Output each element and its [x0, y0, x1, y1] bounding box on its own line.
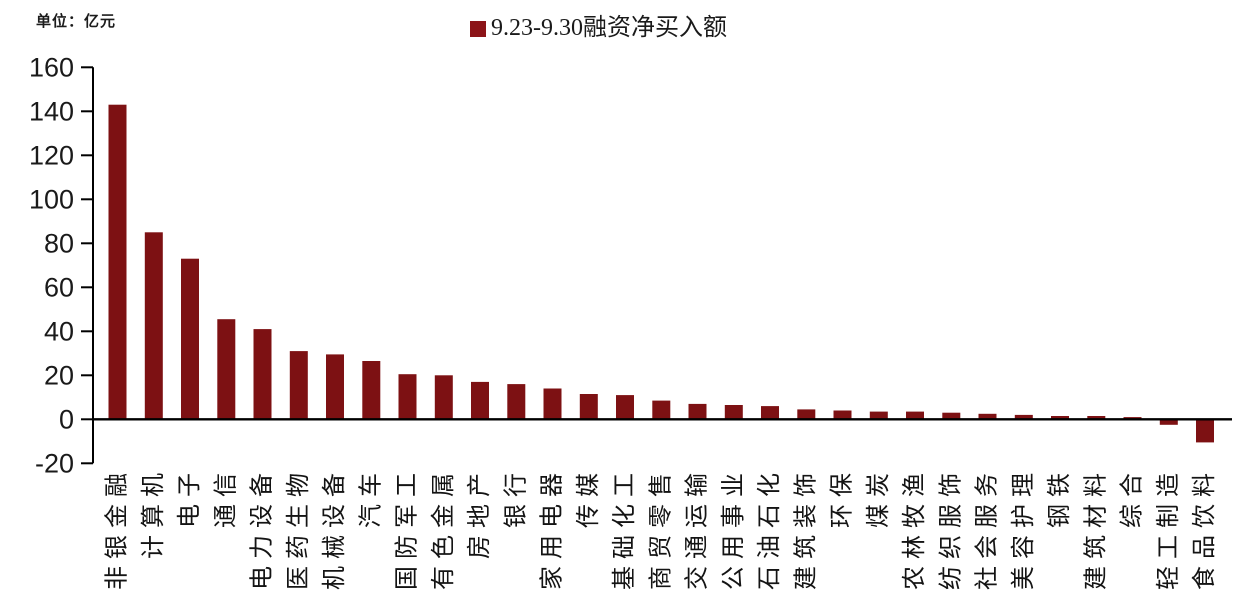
x-category-label: 电子	[176, 466, 203, 528]
x-category-label: 医药生物	[285, 466, 312, 590]
x-category-label: 综合	[1119, 466, 1146, 528]
bar-传媒	[579, 394, 598, 420]
bar-非银金融	[108, 104, 127, 420]
x-category-label: 商贸零售	[647, 466, 674, 590]
x-category-label: 机械设备	[321, 466, 348, 590]
bar-建筑材料	[1087, 416, 1106, 420]
bar-房地产	[471, 381, 489, 420]
bar-医药生物	[289, 351, 308, 420]
x-category-label: 食品饮料	[1191, 466, 1218, 590]
x-category-label: 电力设备	[249, 466, 276, 590]
x-category-label: 环保	[829, 466, 856, 528]
bar-交通运输	[688, 403, 707, 420]
bar-建筑装饰	[797, 409, 816, 420]
x-category-label: 非银金融	[104, 466, 131, 590]
y-tick-label: 20	[44, 360, 74, 390]
x-category-label: 建筑材料	[1082, 466, 1109, 590]
y-tick-label: -20	[35, 448, 74, 478]
bar-汽车	[362, 361, 381, 420]
y-tick-label: 80	[44, 228, 74, 258]
y-tick-label: 0	[59, 404, 74, 434]
bar-国防军工	[398, 374, 417, 420]
bar-钢铁	[1051, 416, 1069, 420]
y-tick-label: 40	[44, 316, 74, 346]
x-category-label: 美容护理	[1010, 466, 1037, 590]
x-category-label: 国防军工	[394, 466, 421, 590]
x-category-label: 公用事业	[720, 466, 747, 590]
bar-石油石化	[761, 406, 779, 420]
y-tick-label: 140	[29, 96, 74, 126]
x-category-label: 石油石化	[756, 466, 783, 590]
x-category-label: 建筑装饰	[792, 466, 819, 590]
bar-电子	[181, 258, 199, 420]
x-category-label: 纺织服饰	[937, 466, 964, 590]
bar-美容护理	[1014, 414, 1033, 420]
y-tick-label: 120	[29, 140, 74, 170]
bar-银行	[507, 384, 526, 420]
bar-计算机	[144, 232, 163, 420]
x-category-label: 通信	[212, 466, 239, 528]
legend-marker-swatch	[470, 21, 486, 37]
legend-series-label: 9.23-9.30融资净买入额	[491, 15, 727, 41]
x-category-label: 社会服务	[974, 466, 1001, 590]
bar-纺织服饰	[942, 412, 961, 420]
x-category-label: 钢铁	[1046, 466, 1073, 528]
y-tick-label: 160	[29, 52, 74, 82]
x-category-label: 传媒	[575, 466, 602, 528]
bar-有色金属	[434, 375, 453, 420]
x-category-label: 基础化工	[611, 466, 638, 590]
bar-商贸零售	[652, 400, 671, 420]
bar-农林牧渔	[906, 411, 924, 420]
y-tick-label: 60	[44, 272, 74, 302]
x-category-label: 轻工制造	[1155, 466, 1182, 590]
axis-unit-label: 单位：亿元	[36, 14, 117, 30]
bar-环保	[833, 410, 852, 420]
x-category-label: 有色金属	[430, 466, 457, 590]
bar-通信	[217, 319, 236, 420]
x-category-label: 煤炭	[865, 466, 892, 528]
x-category-label: 农林牧渔	[901, 466, 928, 590]
bar-机械设备	[326, 354, 344, 420]
y-tick-label: 100	[29, 184, 74, 214]
bar-社会服务	[978, 413, 997, 420]
bar-公用事业	[724, 405, 743, 420]
x-category-label: 家用电器	[539, 466, 566, 590]
x-category-label: 房地产	[466, 466, 493, 559]
x-category-label: 计算机	[140, 466, 167, 559]
bar-煤炭	[869, 411, 888, 420]
chart-legend: 9.23-9.30融资净买入额	[470, 16, 727, 40]
bar-基础化工	[616, 395, 634, 420]
x-category-label: 银行	[502, 466, 529, 528]
bar-轻工制造	[1159, 419, 1178, 425]
bar-食品饮料	[1196, 419, 1214, 443]
bar-电力设备	[253, 329, 272, 420]
x-category-label: 交通运输	[684, 466, 711, 590]
x-category-label: 汽车	[357, 466, 384, 528]
bar-家用电器	[543, 388, 562, 420]
